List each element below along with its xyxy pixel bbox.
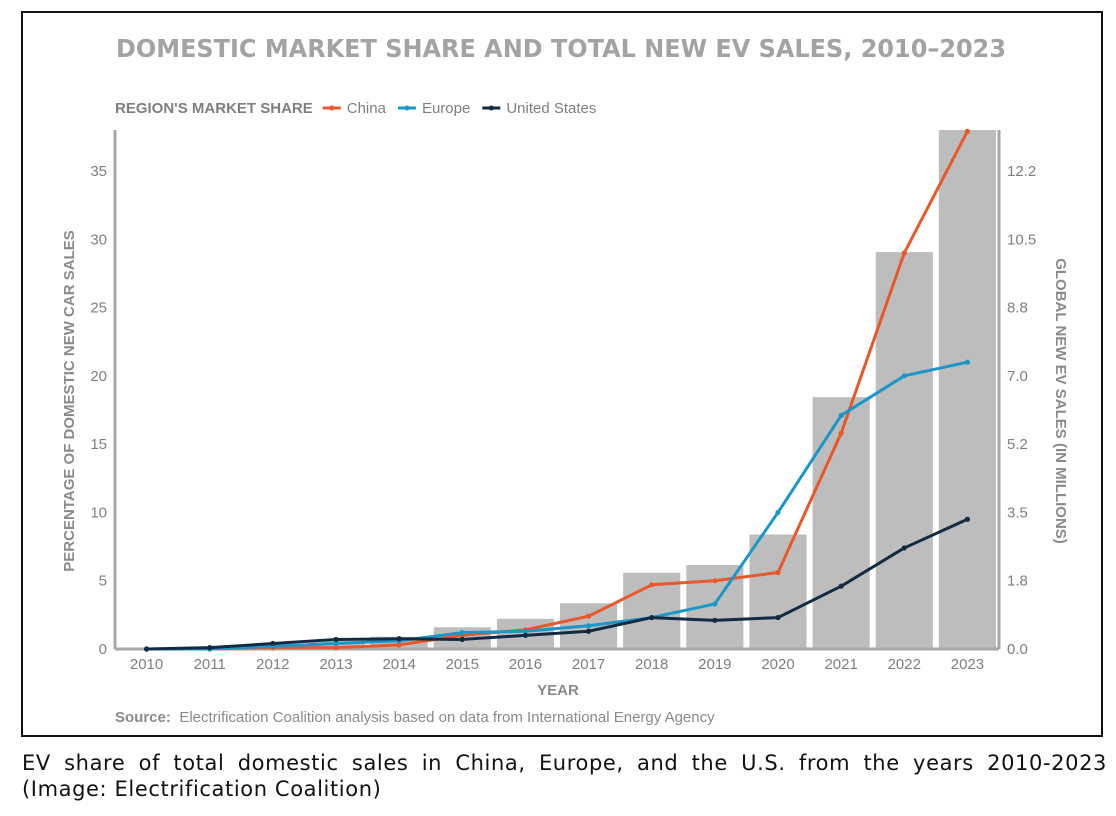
point-china-2019 <box>712 578 718 584</box>
point-united-states-2013 <box>333 636 339 643</box>
bar-2023 <box>938 130 996 649</box>
y-tick-5: 5 <box>99 573 107 590</box>
point-europe-2021 <box>838 412 844 419</box>
chart-frame: DOMESTIC MARKET SHARE AND TOTAL NEW EV S… <box>21 11 1103 737</box>
point-china-2018 <box>649 582 655 588</box>
point-china-2013 <box>333 645 339 651</box>
point-europe-2022 <box>901 373 907 379</box>
legend-label: Europe <box>422 100 470 117</box>
y2-tick-7.0: 7.0 <box>1007 368 1028 385</box>
x-tick-2010: 2010 <box>130 656 163 673</box>
legend-label: China <box>347 100 387 117</box>
source-note: Source: Electrification Coalition analys… <box>115 709 715 726</box>
point-united-states-2021 <box>838 583 844 589</box>
point-united-states-2019 <box>712 617 718 623</box>
y-tick-20: 20 <box>90 368 107 385</box>
point-united-states-2015 <box>459 636 465 643</box>
x-tick-2017: 2017 <box>572 656 605 673</box>
chart-title: DOMESTIC MARKET SHARE AND TOTAL NEW EV S… <box>116 34 1006 63</box>
point-europe-2016 <box>522 628 529 634</box>
legend-label: United States <box>506 100 596 117</box>
point-europe-2020 <box>775 509 781 516</box>
legend-marker <box>488 105 494 111</box>
point-china-2017 <box>585 613 592 619</box>
y2-tick-8.8: 8.8 <box>1007 300 1028 317</box>
chart-svg: DOMESTIC MARKET SHARE AND TOTAL NEW EV S… <box>61 34 1069 726</box>
legend: China Europe United States <box>322 100 596 117</box>
x-tick-2013: 2013 <box>319 656 352 673</box>
y2-tick-1.8: 1.8 <box>1007 573 1028 590</box>
point-united-states-2011 <box>207 645 213 651</box>
y2-tick-0.0: 0.0 <box>1007 641 1028 658</box>
image-caption: EV share of total domestic sales in Chin… <box>22 751 1107 801</box>
series-line-china <box>146 130 969 651</box>
source-text: Electrification Coalition analysis based… <box>179 709 715 726</box>
x-tick-2020: 2020 <box>761 656 794 673</box>
x-tick-2011: 2011 <box>194 656 226 673</box>
x-tick-labels: 2010 2011 2012 2013 2014 2015 2016 2017 2018 2019… <box>130 656 984 673</box>
point-united-states-2018 <box>649 614 655 621</box>
y2-tick-12.2: 12.2 <box>1007 163 1036 180</box>
point-united-states-2014 <box>396 636 402 642</box>
point-china-2020 <box>775 569 781 576</box>
point-united-states-2012 <box>270 640 276 647</box>
y-tick-30: 30 <box>90 231 107 248</box>
series-line-united-states <box>146 517 969 651</box>
y2-axis-title: GLOBAL NEW EV SALES (IN MILLIONS) <box>1052 258 1069 544</box>
x-tick-2019: 2019 <box>698 656 731 673</box>
legend-item-united-states: United States <box>482 100 596 117</box>
point-united-states-2010 <box>143 646 150 652</box>
bar-2021 <box>812 397 870 649</box>
point-europe-2023 <box>964 359 971 365</box>
y-axis-title: PERCENTAGE OF DOMESTIC NEW CAR SALES <box>61 230 78 571</box>
point-china-2014 <box>396 642 402 648</box>
y-tick-labels: 0 5 10 15 20 25 30 35 <box>90 163 107 658</box>
x-tick-2018: 2018 <box>635 656 668 673</box>
y-tick-0: 0 <box>99 641 107 658</box>
source-label: Source: <box>115 709 171 726</box>
point-china-2023 <box>964 128 971 134</box>
legend-marker <box>329 105 335 111</box>
series-line-europe <box>146 360 968 651</box>
y2-tick-3.5: 3.5 <box>1007 504 1028 521</box>
legend-title: REGION'S MARKET SHARE <box>115 100 313 117</box>
y-tick-10: 10 <box>90 504 107 521</box>
series-united-states <box>143 516 971 652</box>
point-united-states-2020 <box>775 614 781 621</box>
point-china-2021 <box>838 430 844 436</box>
bar-2022 <box>875 252 933 649</box>
y-tick-15: 15 <box>90 436 107 453</box>
bar-2020 <box>749 534 807 649</box>
legend-marker <box>404 105 410 111</box>
x-tick-2014: 2014 <box>382 656 415 673</box>
x-tick-2023: 2023 <box>951 656 984 673</box>
point-europe-2015 <box>459 630 465 636</box>
x-tick-2022: 2022 <box>888 656 921 673</box>
x-tick-2016: 2016 <box>509 656 542 673</box>
point-europe-2019 <box>712 601 718 607</box>
y2-tick-labels: 0.0 1.8 3.5 5.2 7.0 8.8 10.5 12.2 <box>1007 163 1036 658</box>
point-europe-2017 <box>585 623 592 629</box>
point-china-2022 <box>901 250 907 256</box>
point-united-states-2023 <box>964 516 971 522</box>
y2-tick-5.2: 5.2 <box>1007 436 1028 453</box>
y-tick-35: 35 <box>90 163 107 180</box>
point-united-states-2022 <box>901 545 907 551</box>
point-united-states-2017 <box>585 628 592 634</box>
x-tick-2021: 2021 <box>824 656 857 673</box>
point-europe-2013 <box>333 640 339 647</box>
x-axis-title: YEAR <box>537 682 579 699</box>
x-tick-2012: 2012 <box>256 656 289 673</box>
point-united-states-2016 <box>522 632 529 638</box>
x-tick-2015: 2015 <box>446 656 479 673</box>
legend-item-china: China <box>322 100 387 117</box>
line-series <box>143 128 971 652</box>
legend-item-europe: Europe <box>397 100 470 117</box>
y2-tick-10.5: 10.5 <box>1007 231 1036 248</box>
y-tick-25: 25 <box>90 300 107 317</box>
